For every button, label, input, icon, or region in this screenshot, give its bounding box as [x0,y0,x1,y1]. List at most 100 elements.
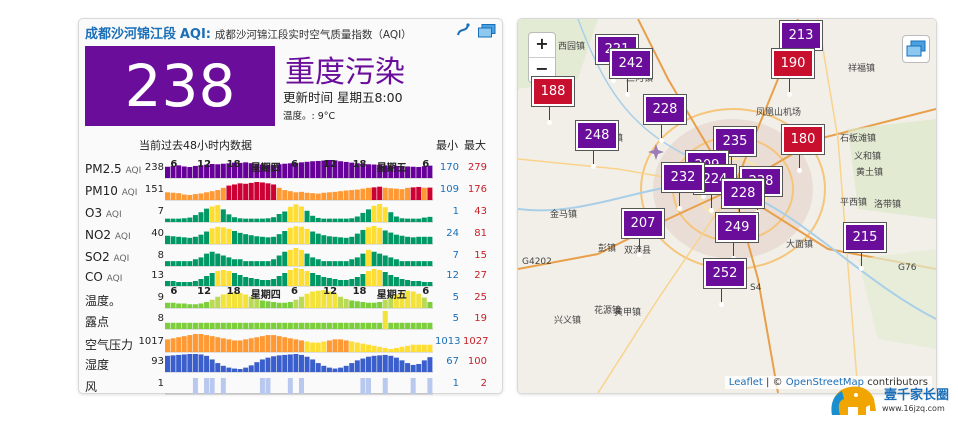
history-bar [416,322,422,329]
history-bar [399,218,405,222]
leaflet-link[interactable]: Leaflet [728,377,763,388]
osm-link[interactable]: OpenStreetMap [785,377,864,388]
row-sparkbars[interactable] [165,331,433,353]
history-bar [410,261,416,267]
history-bar [416,293,422,308]
row-max: 43 [474,206,487,217]
row-unit: AQI [113,254,130,264]
history-bar [187,194,193,200]
row-label: 风 [85,378,97,395]
row-sparkbars[interactable] [165,157,433,179]
history-bar [315,193,321,200]
history-bar [332,293,338,308]
aqi-value-box: 238 [85,46,275,126]
row-label: NO2 AQI [85,228,131,242]
history-bar [232,217,237,222]
history-bar [388,212,394,222]
history-bar [399,292,405,308]
row-sparkbars[interactable] [165,201,433,223]
history-bar [215,253,221,267]
row-sparkbars[interactable] [165,373,433,395]
history-bar [271,335,277,352]
history-bar [204,322,210,329]
history-bar [232,184,237,200]
history-bar [165,281,170,286]
row-sparkbars[interactable] [165,287,433,309]
aqi-map[interactable]: + − 西园镇三河镇祥福镇凤凰山机场石板滩镇永宁镇义和镇黄土镇金马镇平西镇洛带镇… [517,18,937,394]
history-bar [405,187,411,200]
history-bar [421,360,427,372]
history-bar [232,231,237,244]
marker-value: 242 [610,49,652,78]
history-bar [248,235,254,244]
row-min: 7 [452,250,459,261]
history-bar [304,356,310,372]
history-bar [377,302,383,308]
update-time: 更新时间 星期五8:00 [283,90,403,105]
history-bar [427,216,433,222]
zoom-in-button[interactable]: + [529,33,555,58]
station-name[interactable]: 成都沙河锦江段 [85,27,177,42]
history-row-co: CO AQI 13 12 27 [79,265,502,287]
history-bar [416,167,422,178]
history-bar [338,367,344,372]
history-bar [192,304,198,308]
history-bar [304,322,310,329]
share-icon[interactable] [456,23,470,43]
marker-dot [859,266,864,271]
marker-dot [731,256,736,261]
history-bar [366,378,371,394]
zoom-out-button[interactable]: − [535,59,549,78]
history-bar [170,261,176,267]
row-max: 19 [474,313,487,324]
history-bar [304,293,310,308]
history-bar [343,340,349,352]
history-bar [349,190,355,200]
history-bar [232,259,237,266]
history-bar [326,192,332,200]
history-bar [282,190,288,200]
history-bar [237,275,243,286]
history-bar [321,322,327,329]
history-bar [226,163,232,178]
marker-value: 249 [716,213,758,242]
embed-widget-icon[interactable] [478,23,496,43]
history-bar [265,322,271,329]
history-bar [265,280,271,286]
history-bar [421,322,427,329]
row-sparkbars[interactable] [165,223,433,245]
row-sparkbars[interactable] [165,245,433,267]
history-bar [304,228,310,244]
time-tick-label: 12 [323,159,338,170]
history-bar [371,187,377,200]
history-bar [405,236,411,244]
row-max: 25 [474,292,487,303]
history-bar [287,206,293,222]
elephant-logo-icon [831,386,876,415]
history-bar [287,338,293,352]
history-bar [382,299,388,308]
history-bar [165,192,170,200]
row-sparkbars[interactable] [165,351,433,373]
history-bar [315,160,321,178]
history-bar [326,367,332,372]
history-bar [360,188,366,200]
history-bar [343,237,349,244]
history-bar [405,322,411,329]
history-bar [165,218,170,222]
history-bar [209,206,215,222]
history-bar [405,218,411,222]
marker-dot [677,206,682,211]
row-sparkbars[interactable] [165,265,433,287]
history-bar [276,336,282,352]
history-bar [349,162,355,178]
row-sparkbars[interactable] [165,179,433,201]
history-bar [366,187,371,200]
history-bar [310,193,316,200]
row-sparkbars[interactable] [165,308,433,330]
history-bar [377,253,383,267]
history-bar [326,340,332,352]
history-bar [165,322,170,329]
history-bar [192,194,198,200]
layers-button[interactable] [902,35,930,63]
